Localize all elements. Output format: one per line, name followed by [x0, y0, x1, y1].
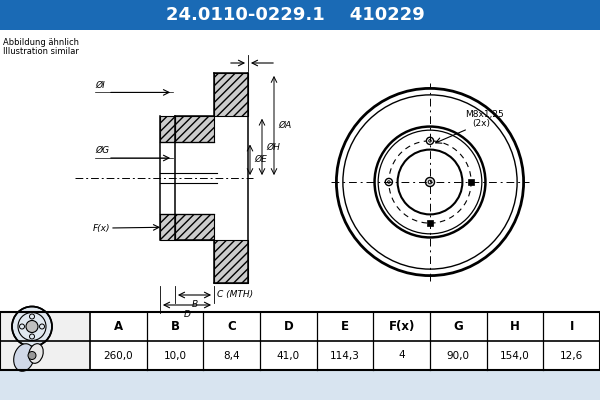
- Text: B: B: [170, 320, 179, 333]
- Text: Abbildung ähnlich: Abbildung ähnlich: [3, 38, 79, 47]
- Bar: [0, 0, 600, 30]
- Text: B: B: [191, 300, 197, 309]
- Bar: [0, 30, 600, 312]
- Text: C (MTH): C (MTH): [217, 290, 253, 300]
- Bar: [160, 214, 175, 240]
- Bar: [175, 116, 214, 142]
- Bar: [160, 116, 175, 142]
- Circle shape: [385, 178, 392, 186]
- Text: 114,3: 114,3: [330, 350, 360, 360]
- Text: 4: 4: [398, 350, 405, 360]
- Text: ØG: ØG: [95, 146, 109, 155]
- Text: 90,0: 90,0: [447, 350, 470, 360]
- Circle shape: [427, 137, 434, 144]
- Circle shape: [26, 320, 38, 332]
- Bar: [0, 312, 600, 370]
- Text: 154,0: 154,0: [500, 350, 530, 360]
- Text: F(x): F(x): [93, 224, 110, 232]
- Ellipse shape: [29, 344, 43, 363]
- Text: 10,0: 10,0: [163, 350, 187, 360]
- Circle shape: [12, 306, 52, 346]
- Bar: [427, 220, 433, 226]
- Text: G: G: [454, 320, 463, 333]
- Text: ØI: ØI: [95, 80, 105, 90]
- Text: H: H: [510, 320, 520, 333]
- Text: (2x): (2x): [472, 119, 490, 128]
- Bar: [90, 312, 600, 370]
- Text: ØE: ØE: [254, 155, 267, 164]
- Text: E: E: [341, 320, 349, 333]
- Text: ØA: ØA: [278, 121, 291, 130]
- Text: 8,4: 8,4: [223, 350, 240, 360]
- Text: I: I: [569, 320, 574, 333]
- Text: 12,6: 12,6: [560, 350, 583, 360]
- Text: C: C: [227, 320, 236, 333]
- Text: M8x1,25: M8x1,25: [465, 110, 504, 119]
- Bar: [0, 312, 600, 370]
- Circle shape: [425, 178, 434, 186]
- Bar: [175, 214, 214, 240]
- Text: D: D: [184, 310, 190, 319]
- Circle shape: [28, 352, 36, 360]
- Text: 41,0: 41,0: [277, 350, 300, 360]
- Text: 24.0110-0229.1    410229: 24.0110-0229.1 410229: [166, 6, 424, 24]
- Text: 260,0: 260,0: [104, 350, 133, 360]
- Text: Illustration similar: Illustration similar: [3, 47, 79, 56]
- Bar: [214, 73, 248, 116]
- Text: ØH: ØH: [266, 142, 280, 152]
- Bar: [468, 179, 474, 185]
- Ellipse shape: [14, 344, 34, 371]
- Text: F(x): F(x): [388, 320, 415, 333]
- Bar: [214, 240, 248, 283]
- Text: A: A: [114, 320, 123, 333]
- Text: D: D: [283, 320, 293, 333]
